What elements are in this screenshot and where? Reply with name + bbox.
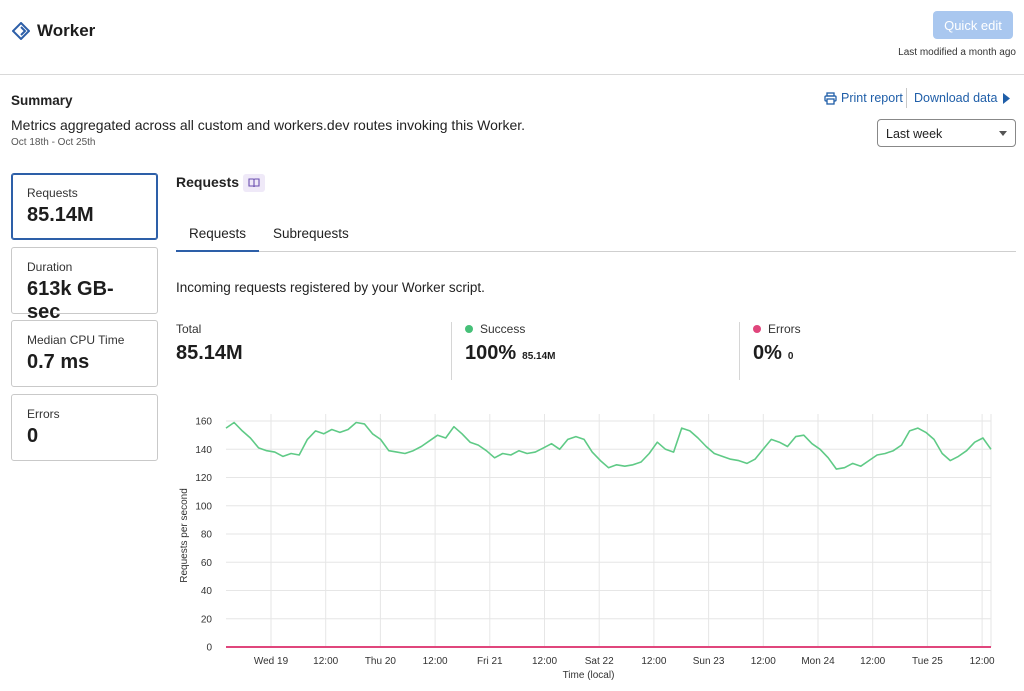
section-heading: Requests (176, 174, 240, 190)
metric-value: 613k GB-sec (27, 278, 114, 323)
stat-divider (739, 322, 740, 380)
y-tick-label: 160 (195, 417, 212, 428)
y-axis-label: Requests per second (179, 488, 190, 583)
metric-label: Requests (27, 186, 78, 200)
metric-card-requests[interactable]: Requests 85.14M (11, 173, 158, 240)
stat-subvalue: 0 (787, 351, 794, 362)
y-tick-label: 120 (195, 473, 212, 484)
x-tick-label: 12:00 (970, 656, 995, 667)
stat-value-row: 100% 85.14M (465, 342, 556, 365)
book-icon (248, 178, 260, 188)
stat-label: Total (176, 322, 202, 336)
top-bar: Worker Quick edit Last modified a month … (0, 0, 1024, 75)
quick-edit-button[interactable]: Quick edit (933, 11, 1013, 39)
x-tick-label: Tue 25 (912, 656, 943, 667)
x-tick-label: 12:00 (423, 656, 448, 667)
download-data-label: Download data (914, 91, 998, 105)
stat-label: Success (480, 322, 526, 336)
metric-value: 0 (27, 425, 39, 447)
tab-requests[interactable]: Requests (189, 226, 247, 241)
stat-value: 85.14M (176, 342, 243, 364)
metric-value: 0.7 ms (27, 351, 90, 373)
time-range-select[interactable]: Last week (877, 119, 1016, 147)
link-divider (906, 88, 907, 108)
stat-success: Success 100% 85.14M (465, 322, 556, 380)
metric-value: 85.14M (27, 204, 94, 226)
stat-label: Errors (768, 322, 801, 336)
stat-label-row: Errors (753, 322, 801, 336)
stat-errors: Errors 0% 0 (753, 322, 801, 380)
y-tick-label: 80 (201, 530, 213, 541)
summary-description: Metrics aggregated across all custom and… (11, 117, 526, 133)
x-tick-label: Thu 20 (365, 656, 397, 667)
metric-label: Median CPU Time (27, 333, 125, 347)
x-tick-label: 12:00 (751, 656, 776, 667)
y-tick-label: 140 (195, 445, 212, 456)
last-modified-text: Last modified a month ago (898, 47, 1016, 58)
download-data-link[interactable]: Download data (914, 91, 1011, 105)
y-tick-label: 100 (195, 501, 212, 512)
x-tick-label: Mon 24 (801, 656, 835, 667)
summary-title: Summary (11, 93, 73, 108)
stat-divider (451, 322, 452, 380)
metric-card-cpu-time[interactable]: Median CPU Time 0.7 ms (11, 320, 158, 387)
metric-card-errors[interactable]: Errors 0 (11, 394, 158, 461)
y-tick-label: 0 (206, 643, 212, 654)
error-dot-icon (753, 325, 761, 333)
series-line-success (225, 421, 992, 470)
stat-value: 100% (465, 342, 517, 364)
date-range-text: Oct 18th - Oct 25th (11, 137, 96, 148)
docs-book-icon[interactable] (243, 174, 265, 192)
time-range-value: Last week (886, 127, 943, 141)
x-tick-label: Sun 23 (693, 656, 725, 667)
active-tab-indicator (176, 250, 259, 252)
caret-right-icon (1003, 92, 1011, 104)
success-dot-icon (465, 325, 473, 333)
chevron-down-icon (999, 131, 1007, 136)
section-description: Incoming requests registered by your Wor… (176, 280, 485, 295)
page-title: Worker (37, 21, 96, 40)
x-tick-label: 12:00 (641, 656, 666, 667)
metric-label: Duration (27, 260, 73, 274)
tab-subrequests[interactable]: Subrequests (273, 226, 349, 241)
x-tick-label: 12:00 (532, 656, 557, 667)
metric-tabs: Requests Subrequests (176, 216, 1016, 252)
print-report-link[interactable]: Print report (824, 91, 903, 105)
requests-chart: Wed 19 12:00 Thu 20 12:00 Fri 21 12:00 Sat 22 1… (179, 414, 995, 681)
metric-label: Errors (27, 407, 60, 421)
x-tick-label: Sat 22 (585, 656, 614, 667)
y-tick-label: 40 (201, 586, 213, 597)
x-tick-label: 12:00 (313, 656, 338, 667)
stat-value: 0% (753, 342, 782, 364)
stat-total: Total 85.14M (176, 322, 243, 380)
y-tick-label: 20 (201, 614, 213, 625)
worker-diamond-icon (12, 22, 30, 40)
printer-icon (824, 91, 837, 105)
metric-card-duration[interactable]: Duration 613k GB-sec (11, 247, 158, 323)
print-report-label: Print report (841, 91, 903, 105)
x-axis-label: Time (local) (563, 670, 615, 681)
x-tick-label: Wed 19 (254, 656, 289, 667)
x-tick-label: 12:00 (860, 656, 885, 667)
stat-subvalue: 85.14M (522, 351, 556, 362)
stat-value-row: 0% 0 (753, 342, 801, 365)
x-tick-label: Fri 21 (477, 656, 503, 667)
stat-label-row: Success (465, 322, 556, 336)
y-tick-label: 60 (201, 558, 213, 569)
